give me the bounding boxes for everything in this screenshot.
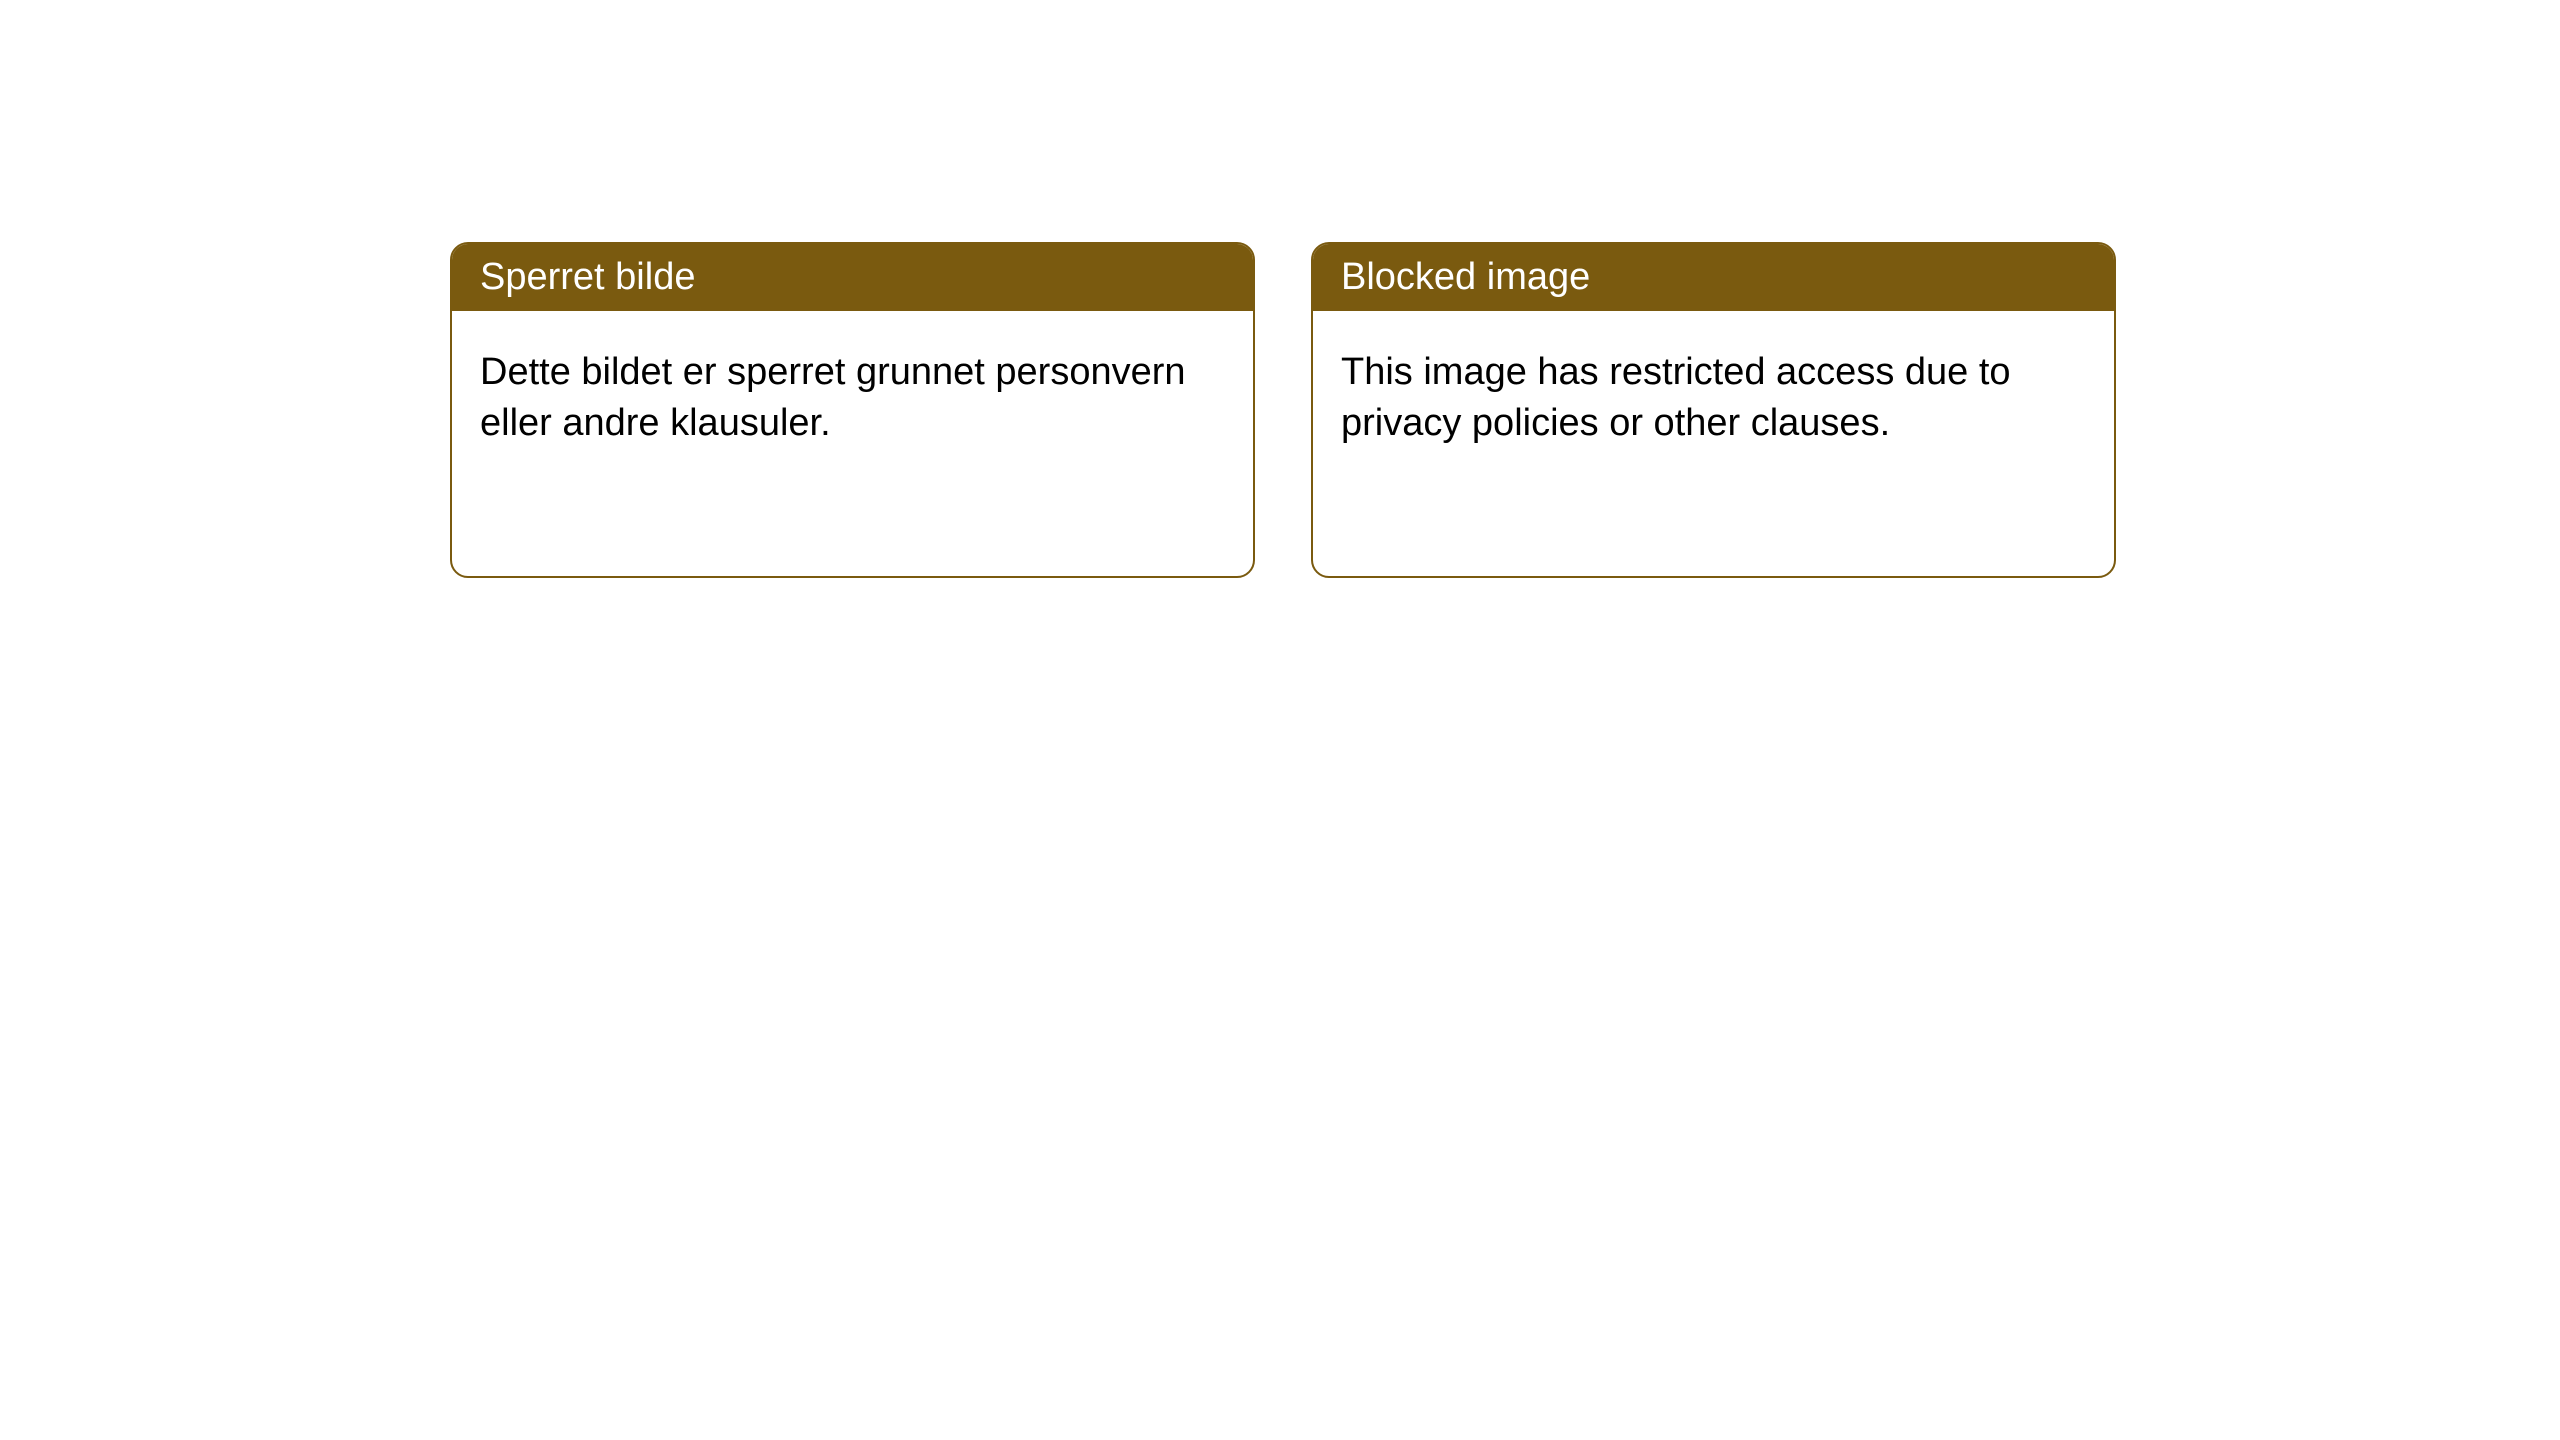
card-title-english: Blocked image bbox=[1341, 256, 1590, 298]
blocked-image-card-english: Blocked image This image has restricted … bbox=[1311, 242, 2116, 578]
card-body-norwegian: Dette bildet er sperret grunnet personve… bbox=[452, 311, 1253, 486]
card-header-norwegian: Sperret bilde bbox=[452, 244, 1253, 311]
card-header-english: Blocked image bbox=[1313, 244, 2114, 311]
card-text-english: This image has restricted access due to … bbox=[1341, 351, 2011, 444]
card-title-norwegian: Sperret bilde bbox=[480, 256, 695, 298]
card-body-english: This image has restricted access due to … bbox=[1313, 311, 2114, 486]
blocked-image-card-norwegian: Sperret bilde Dette bildet er sperret gr… bbox=[450, 242, 1255, 578]
notice-container: Sperret bilde Dette bildet er sperret gr… bbox=[0, 0, 2560, 578]
card-text-norwegian: Dette bildet er sperret grunnet personve… bbox=[480, 351, 1186, 444]
